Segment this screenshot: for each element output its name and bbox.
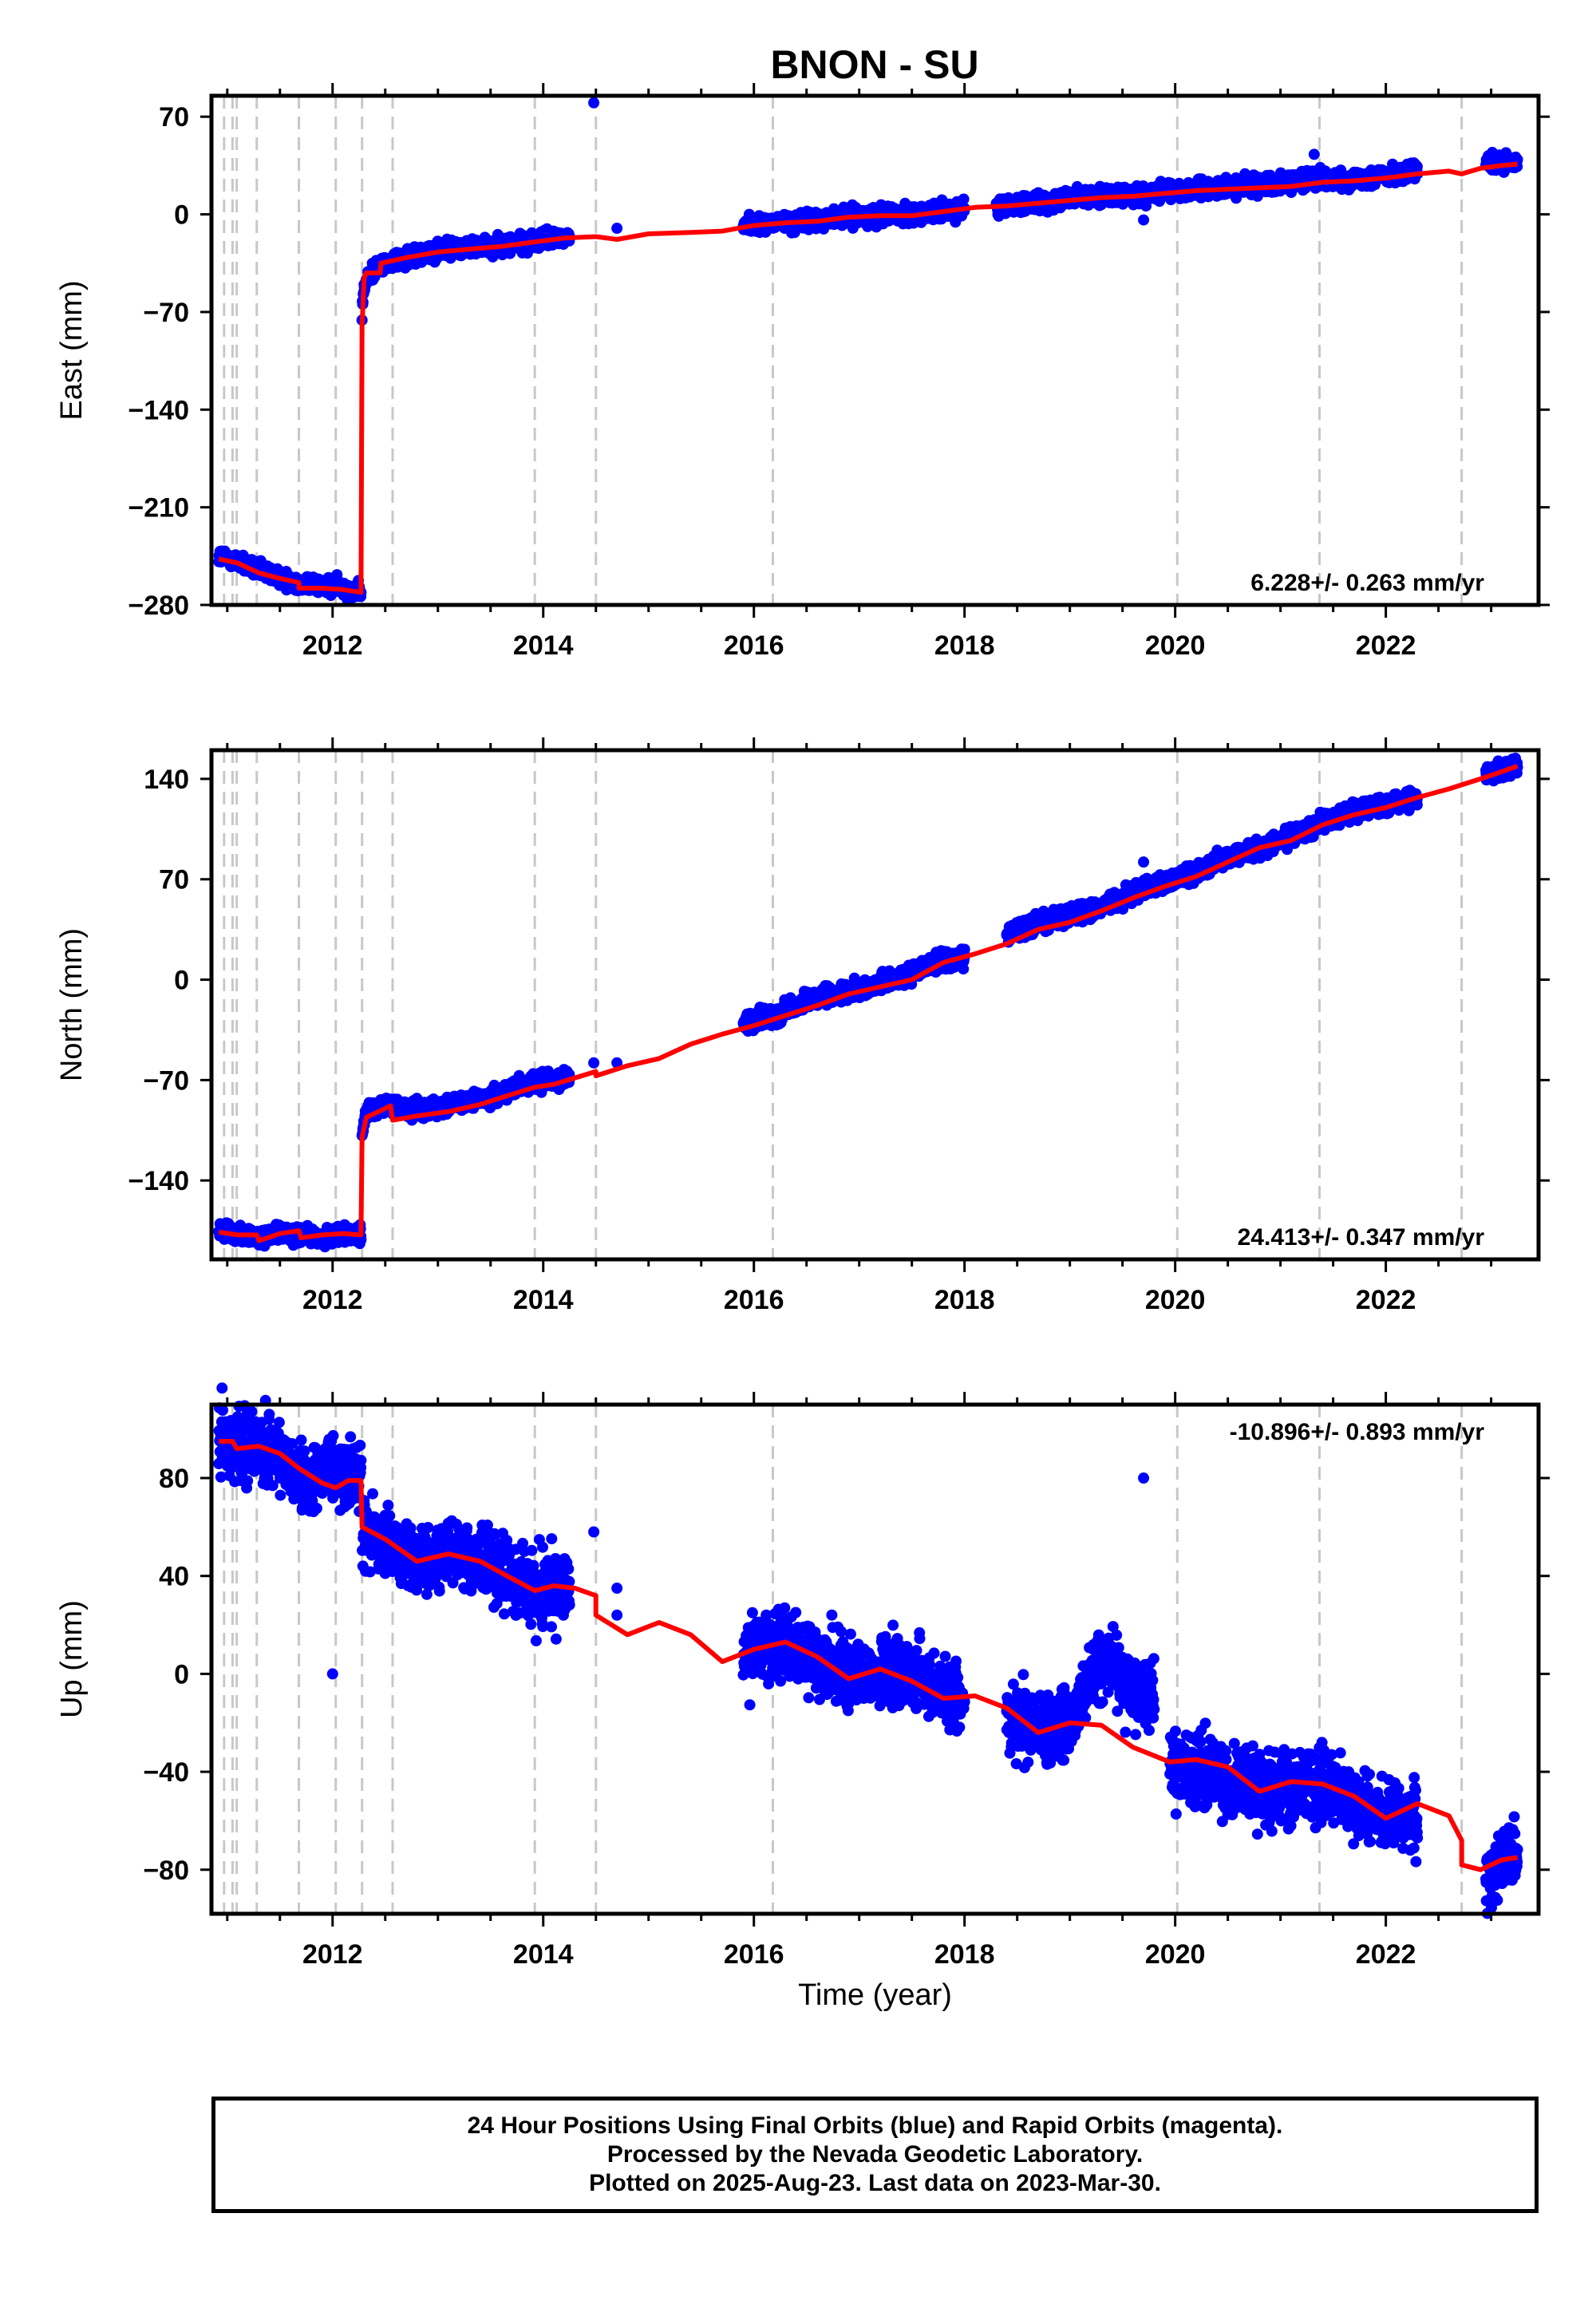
chart-title: BNON - SU — [770, 42, 978, 87]
y-tick-label: −70 — [143, 298, 189, 328]
x-tick-label: 2012 — [302, 630, 363, 661]
outlier-point — [1308, 148, 1320, 160]
y-tick-label: 70 — [159, 102, 189, 132]
outlier-point — [611, 223, 623, 235]
y-tick-label: −280 — [128, 591, 189, 621]
y-tick-label: −210 — [128, 493, 189, 524]
x-tick-label: 2022 — [1356, 630, 1416, 661]
x-tick-label: 2016 — [724, 630, 784, 661]
panel-east: 70 0 −70 −140 −210 −280 2012 2014 2016 2018 2020 20… — [55, 83, 1550, 661]
x-tick-label: 2018 — [934, 630, 995, 661]
outlier-point — [1138, 214, 1150, 226]
velocity-annotation: 6.228+/- 0.263 mm/yr — [1250, 570, 1484, 596]
y-tick-label: −140 — [128, 395, 189, 425]
y-tick-label: 0 — [174, 200, 189, 231]
outlier-point — [588, 97, 600, 109]
x-tick-label: 2020 — [1145, 630, 1206, 661]
x-tick-label: 2014 — [513, 630, 574, 661]
panels-container: 70 0 −70 −140 −210 −280 2012 2014 2016 2018 2020 20… — [55, 83, 1550, 2012]
y-axis-label: East (mm) — [55, 280, 89, 420]
